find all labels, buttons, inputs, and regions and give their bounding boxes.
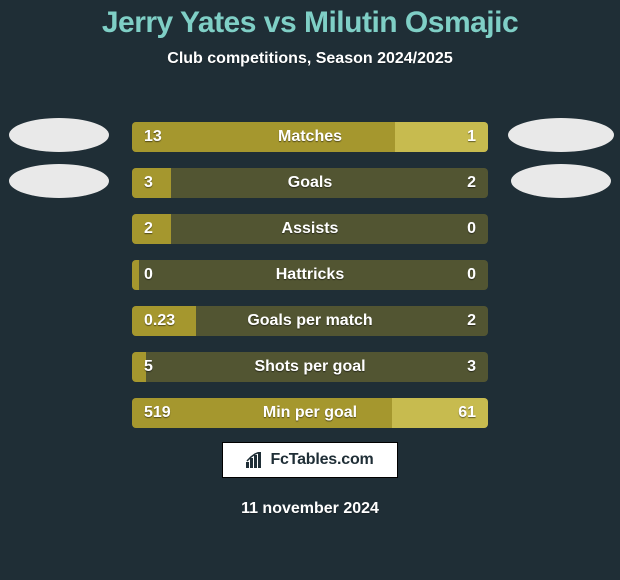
brand-text: FcTables.com bbox=[270, 451, 373, 469]
page-title: Jerry Yates vs Milutin Osmajic bbox=[0, 0, 620, 40]
metric-label: Goals per match bbox=[132, 306, 488, 336]
brand-badge: FcTables.com bbox=[222, 442, 398, 478]
value-right: 61 bbox=[458, 398, 476, 428]
metric-label: Min per goal bbox=[132, 398, 488, 428]
metric-label: Goals bbox=[132, 168, 488, 198]
chart-icon bbox=[246, 452, 264, 468]
value-left: 0 bbox=[144, 260, 153, 290]
comparison-chart: 131Matches32Goals20Assists00Hattricks0.2… bbox=[132, 122, 488, 444]
value-left: 13 bbox=[144, 122, 162, 152]
metric-label: Hattricks bbox=[132, 260, 488, 290]
dateline: 11 november 2024 bbox=[0, 500, 620, 518]
value-right: 0 bbox=[467, 260, 476, 290]
value-right: 1 bbox=[467, 122, 476, 152]
value-left: 519 bbox=[144, 398, 171, 428]
stage: Jerry Yates vs Milutin Osmajic Club comp… bbox=[0, 0, 620, 580]
value-right: 2 bbox=[467, 168, 476, 198]
player-photo-placeholder bbox=[9, 118, 109, 152]
value-left: 5 bbox=[144, 352, 153, 382]
value-right: 0 bbox=[467, 214, 476, 244]
comparison-row: 5 3Shots per goal bbox=[132, 352, 488, 382]
player-photo-placeholder bbox=[9, 164, 109, 198]
value-left: 0.23 bbox=[144, 306, 175, 336]
comparison-row: 519 61Min per goal bbox=[132, 398, 488, 428]
value-right: 3 bbox=[467, 352, 476, 382]
comparison-row: 3 2Goals bbox=[132, 168, 488, 198]
metric-label: Assists bbox=[132, 214, 488, 244]
subtitle: Club competitions, Season 2024/2025 bbox=[0, 50, 620, 68]
value-left: 3 bbox=[144, 168, 153, 198]
comparison-row: 2 0Assists bbox=[132, 214, 488, 244]
player-right-photos bbox=[506, 118, 616, 210]
comparison-row: 0.23 2Goals per match bbox=[132, 306, 488, 336]
comparison-row: 13 1Matches bbox=[132, 122, 488, 152]
metric-label: Matches bbox=[132, 122, 488, 152]
player-photo-placeholder bbox=[508, 118, 614, 152]
player-left-photos bbox=[4, 118, 114, 210]
player-photo-placeholder bbox=[511, 164, 611, 198]
value-left: 2 bbox=[144, 214, 153, 244]
value-right: 2 bbox=[467, 306, 476, 336]
comparison-row: 0 0Hattricks bbox=[132, 260, 488, 290]
metric-label: Shots per goal bbox=[132, 352, 488, 382]
